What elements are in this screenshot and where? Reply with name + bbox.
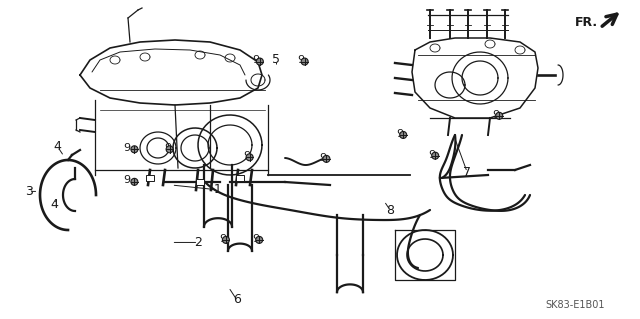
- Text: 9: 9: [252, 234, 260, 244]
- Bar: [196, 179, 204, 185]
- Text: 9: 9: [319, 153, 327, 163]
- Circle shape: [301, 58, 308, 65]
- Circle shape: [131, 146, 138, 153]
- Text: 9: 9: [123, 143, 131, 153]
- Circle shape: [432, 152, 438, 159]
- Text: 2: 2: [195, 236, 202, 249]
- Circle shape: [496, 112, 502, 119]
- Circle shape: [223, 236, 229, 243]
- Text: 3: 3: [25, 185, 33, 198]
- Text: FR.: FR.: [575, 16, 598, 28]
- Circle shape: [131, 178, 138, 185]
- Text: 5: 5: [273, 54, 280, 66]
- Text: 8: 8: [387, 204, 394, 217]
- Circle shape: [246, 154, 253, 161]
- Text: 9: 9: [396, 129, 404, 139]
- Text: 9: 9: [123, 175, 131, 185]
- Circle shape: [257, 58, 263, 65]
- Text: 7: 7: [463, 166, 471, 179]
- Text: 9: 9: [243, 151, 250, 161]
- Text: 9: 9: [219, 234, 227, 244]
- Text: 9: 9: [428, 150, 436, 160]
- Bar: [146, 175, 154, 181]
- Text: 1: 1: [214, 183, 221, 196]
- Circle shape: [256, 236, 262, 243]
- Text: 9: 9: [252, 55, 260, 65]
- Circle shape: [166, 146, 173, 153]
- Circle shape: [400, 131, 406, 138]
- Text: 6: 6: [233, 293, 241, 306]
- Text: 4: 4: [54, 140, 61, 153]
- Text: 9: 9: [297, 55, 305, 65]
- Text: 9: 9: [492, 110, 500, 120]
- Text: 9: 9: [164, 143, 172, 153]
- Text: 4: 4: [51, 198, 58, 211]
- Bar: [236, 175, 244, 181]
- Text: SK83-E1B01: SK83-E1B01: [545, 300, 605, 310]
- Circle shape: [323, 155, 330, 162]
